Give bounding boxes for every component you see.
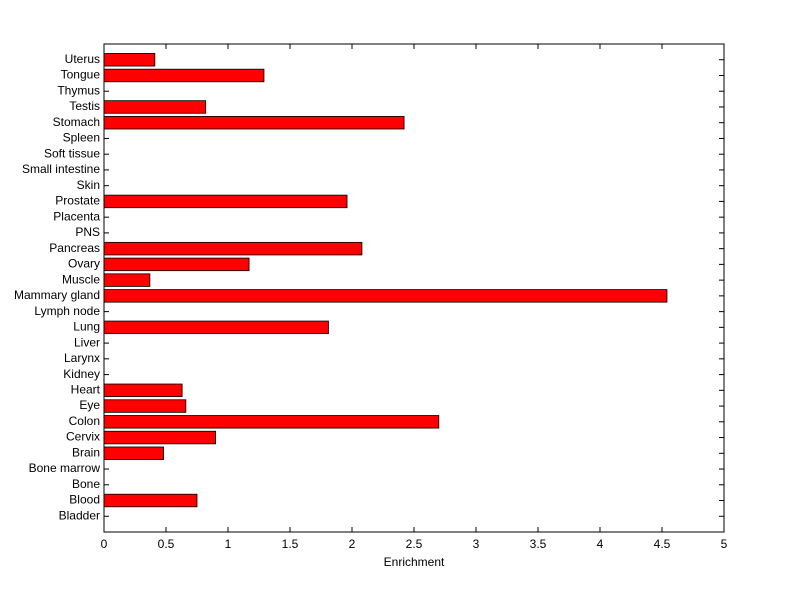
y-tick-label: Small intestine [22, 162, 100, 176]
y-tick-label: Muscle [62, 272, 100, 286]
x-axis-label: Enrichment [384, 555, 445, 569]
bar [103, 116, 405, 130]
bar [103, 430, 216, 445]
x-tick-label: 2.5 [406, 537, 423, 551]
y-tick-label: Stomach [53, 115, 100, 129]
y-tick-label: Mammary gland [14, 288, 100, 302]
x-tick-label: 1 [225, 537, 232, 551]
y-tick-label: Bone marrow [29, 461, 101, 475]
y-tick-label: Prostate [55, 194, 100, 208]
y-tick-label: Spleen [63, 131, 100, 145]
x-tick-label: 1.5 [282, 537, 299, 551]
y-tick-label: Bone [72, 477, 100, 491]
bar [103, 399, 187, 413]
y-tick-label: Cervix [66, 430, 100, 444]
bar [103, 273, 151, 287]
bar [103, 289, 668, 303]
x-tick-label: 3.5 [530, 537, 547, 551]
y-tick-label: Skin [77, 178, 100, 192]
x-tick-label: 0 [101, 537, 108, 551]
x-tick-label: 3 [473, 537, 480, 551]
y-tick-label: Pancreas [49, 241, 100, 255]
y-tick-label: Thymus [57, 83, 100, 97]
y-tick-label: Lung [73, 320, 100, 334]
bar [103, 415, 440, 429]
x-tick-label: 0.5 [158, 537, 175, 551]
y-tick-label: Kidney [63, 367, 100, 381]
y-tick-label: Eye [79, 398, 100, 412]
y-tick-label: Heart [71, 382, 101, 396]
x-tick-label: 4 [597, 537, 604, 551]
x-tick-label: 4.5 [654, 537, 671, 551]
bar [103, 100, 207, 114]
y-tick-label: Bladder [59, 508, 100, 522]
bar [103, 446, 164, 460]
y-tick-label: Tongue [61, 68, 101, 82]
y-tick-label: Testis [69, 99, 100, 113]
y-tick-label: Blood [69, 493, 100, 507]
bar [103, 320, 329, 335]
bar [103, 383, 183, 398]
y-tick-label: Liver [74, 335, 100, 349]
y-tick-label: Placenta [53, 209, 100, 223]
bar [103, 257, 250, 272]
y-tick-label: Soft tissue [44, 146, 100, 160]
y-tick-label: Colon [69, 414, 100, 428]
x-tick-label: 5 [721, 537, 728, 551]
y-tick-label: PNS [75, 225, 100, 239]
bar [103, 493, 198, 508]
bar [103, 241, 363, 256]
y-tick-label: Larynx [64, 351, 100, 365]
x-tick-label: 2 [349, 537, 356, 551]
y-tick-label: Uterus [65, 52, 100, 66]
y-tick-label: Ovary [68, 257, 100, 271]
y-tick-label: Brain [72, 445, 100, 459]
bar [103, 53, 156, 67]
bar [103, 68, 265, 83]
bar [103, 194, 348, 209]
axes-box [103, 43, 725, 533]
y-tick-label: Lymph node [34, 304, 100, 318]
